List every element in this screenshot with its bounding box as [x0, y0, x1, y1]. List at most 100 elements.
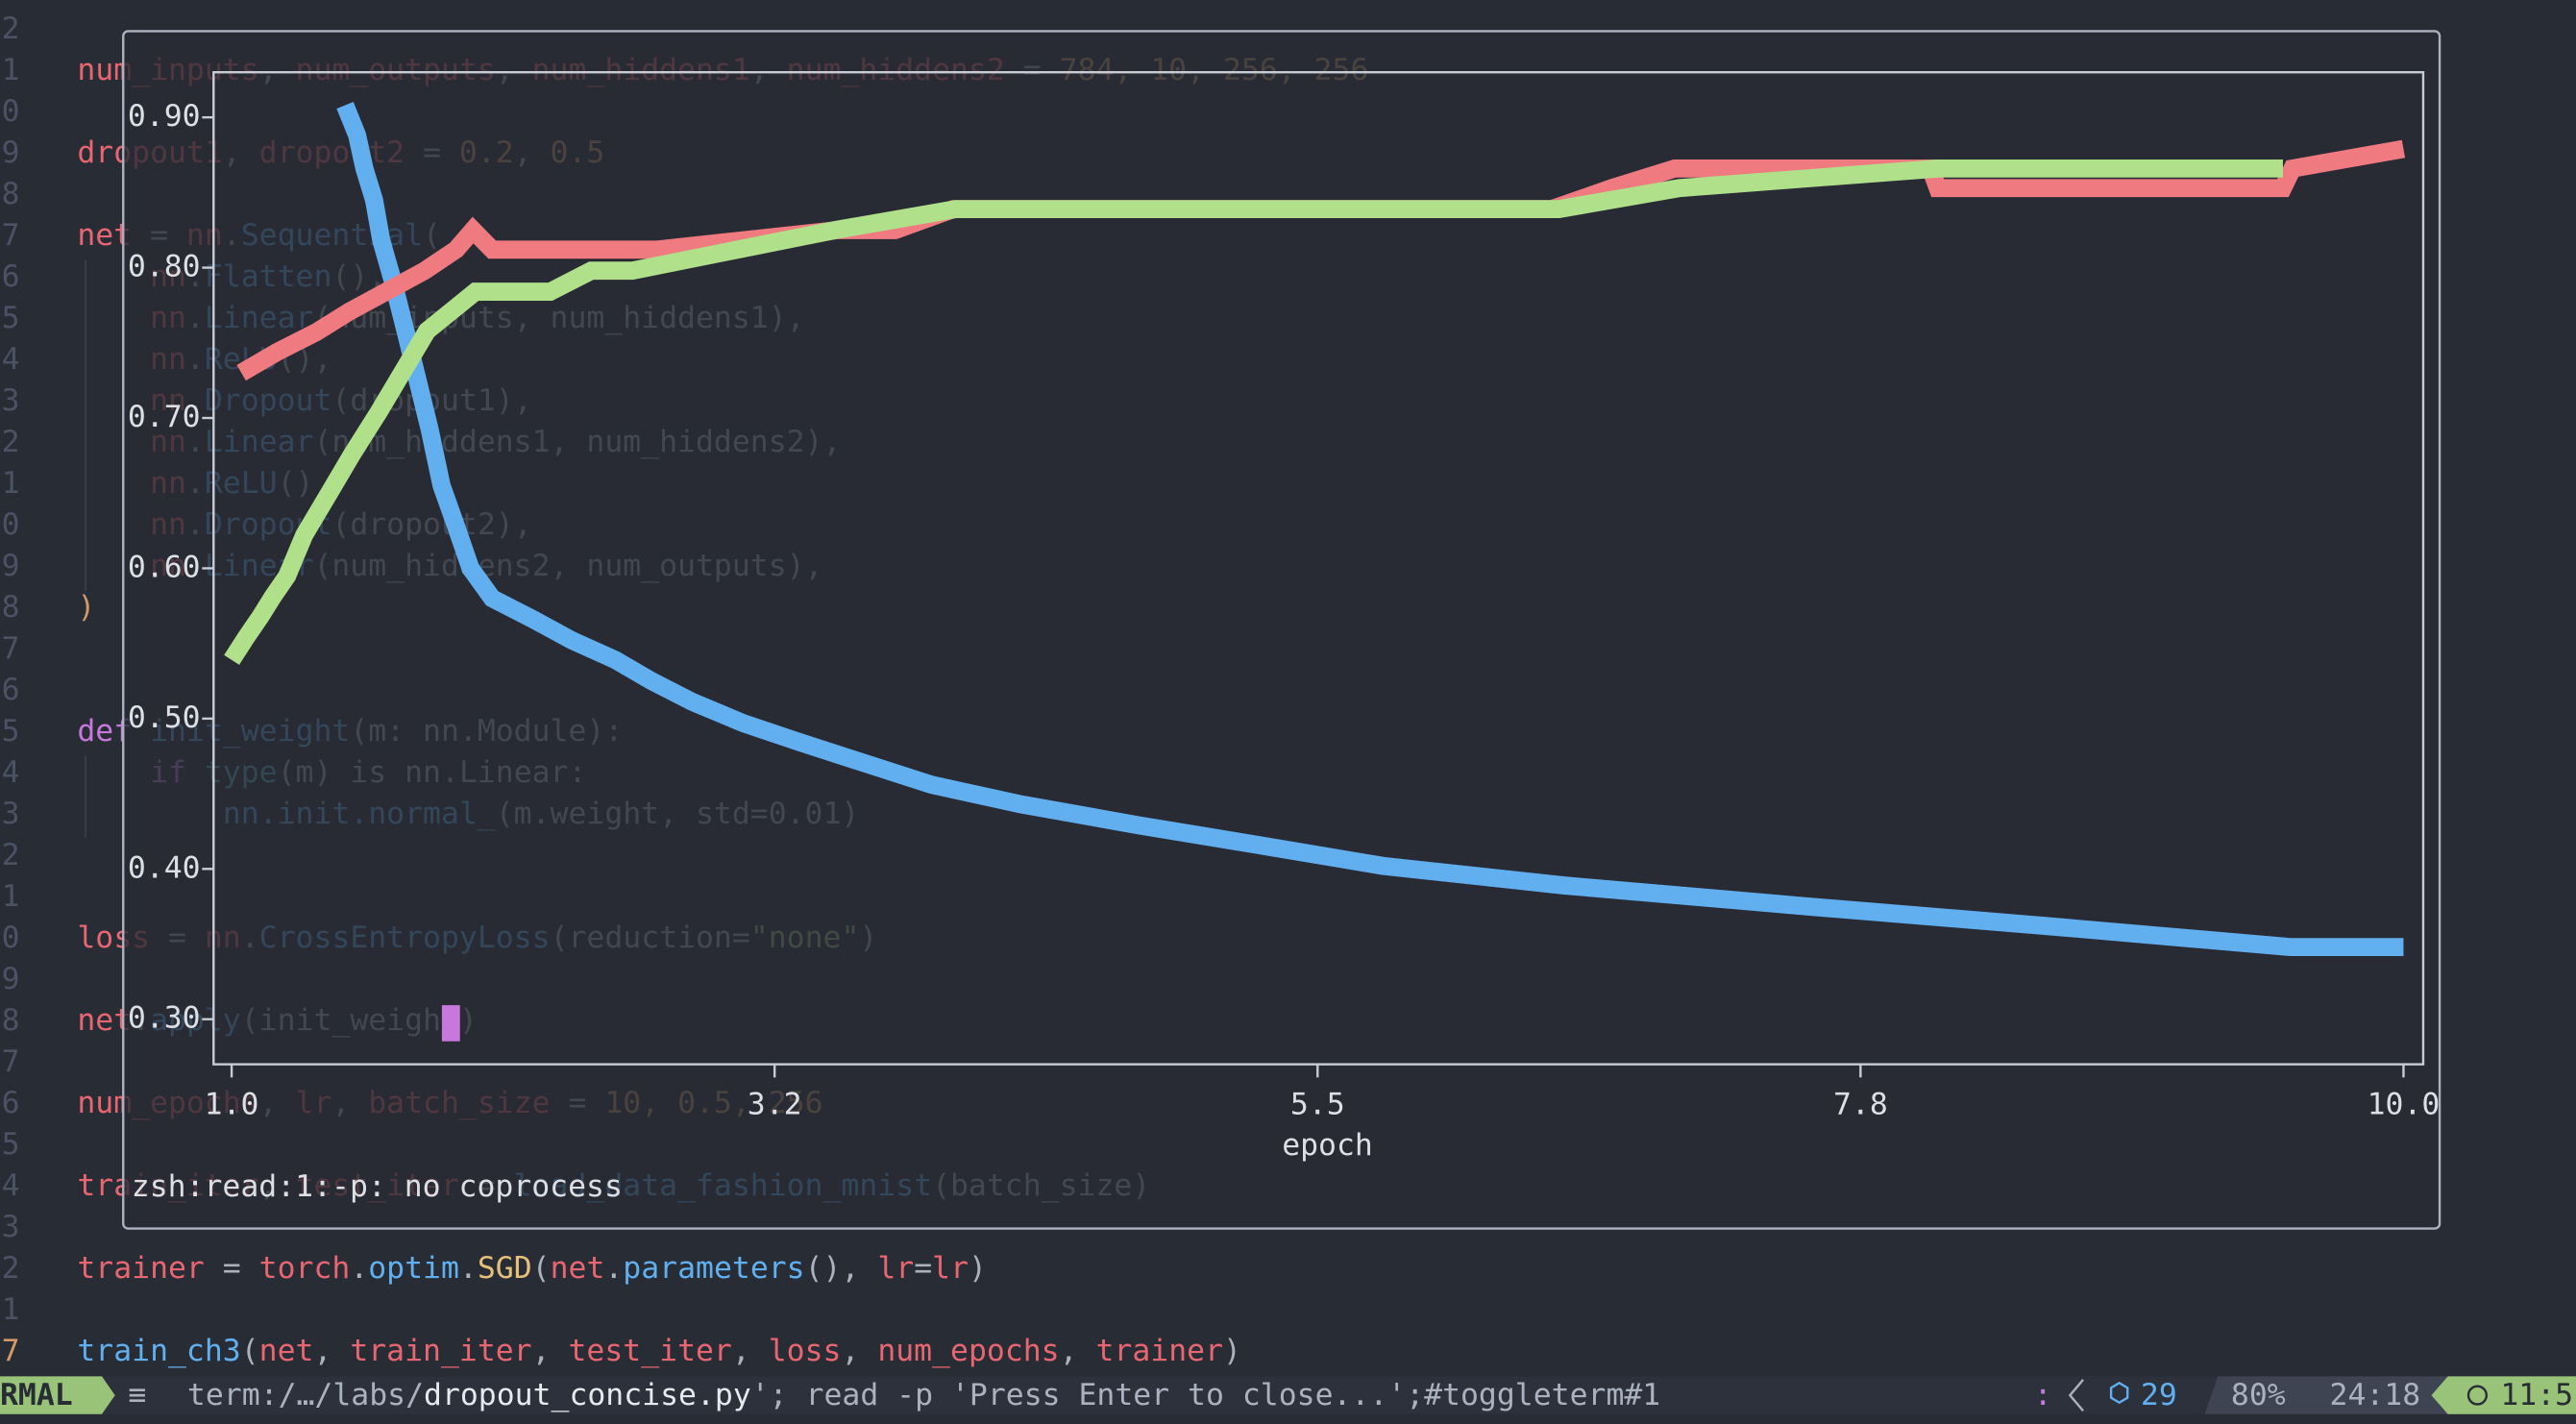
x-tick-label: 5.5 [1290, 1087, 1345, 1121]
line-number: 6 [2, 259, 20, 294]
code-token: , [532, 1334, 569, 1368]
code-token: , [313, 1334, 350, 1368]
percent: 80% [2231, 1378, 2286, 1412]
line-number: 4 [2, 342, 20, 377]
time: 11:5 [2500, 1378, 2573, 1412]
y-tick-label: 0.90 [128, 99, 201, 134]
file-name: term:/…/labs/dropout_concise.py'; read -… [187, 1378, 1660, 1412]
line-number: 7 [2, 218, 20, 253]
line-number: 2 [2, 425, 20, 459]
code-token: ( [241, 1334, 259, 1368]
code-token: , [732, 1334, 769, 1368]
x-tick-label: 3.2 [748, 1087, 802, 1121]
file-rest: '; read -p 'Press Enter to close...';#to… [751, 1378, 1660, 1412]
code-token: net [259, 1334, 314, 1368]
position: 24:18 [2330, 1378, 2421, 1412]
line-number: 0 [2, 94, 20, 129]
x-tick-label: 1.0 [205, 1087, 259, 1121]
line-number: 5 [2, 301, 20, 335]
line-number: 9 [2, 135, 20, 170]
line-number: 0 [2, 921, 20, 955]
terminal-message: zsh:read:1:-p: no coprocess [132, 1169, 623, 1204]
y-tick-label: 0.70 [128, 400, 201, 434]
status-colon: : [2034, 1378, 2052, 1412]
line-number: 1 [2, 466, 20, 501]
status-bar [0, 1376, 2576, 1414]
y-tick-label: 0.30 [128, 1001, 201, 1036]
line-number: 1 [2, 53, 20, 87]
position-segment [2204, 1376, 2448, 1414]
code-line: ) [77, 590, 95, 625]
code-token: loss [769, 1334, 842, 1368]
code-token: trainer [1095, 1334, 1223, 1368]
line-number: 4 [2, 1168, 20, 1203]
code-token: (), [805, 1251, 878, 1286]
code-token: . [604, 1251, 623, 1286]
lsp-icon [2109, 1381, 2129, 1405]
file-path: term:/…/labs/ [187, 1378, 424, 1412]
line-number: 7 [2, 1334, 20, 1368]
code-token: torch [259, 1251, 351, 1286]
code-token: . [459, 1251, 478, 1286]
y-tick-label: 0.80 [128, 250, 201, 284]
code-token: parameters [623, 1251, 804, 1286]
x-axis-label: epoch [1282, 1128, 1373, 1163]
y-tick-label: 0.50 [128, 700, 201, 735]
code-token: test_iter [568, 1334, 731, 1368]
line-number: 2 [2, 1251, 20, 1286]
code-token: SGD [478, 1251, 532, 1286]
code-token: lr [932, 1251, 969, 1286]
code-token: , [1060, 1334, 1096, 1368]
code-token: train_iter [350, 1334, 531, 1368]
code-token: lr [877, 1251, 914, 1286]
code-token: num_epochs [877, 1334, 1059, 1368]
line-number: 5 [2, 714, 20, 749]
mode-badge [0, 1376, 115, 1414]
line-number: 0 [2, 507, 20, 542]
data-line [336, 102, 2404, 957]
line-number: 8 [2, 1003, 20, 1038]
line-number: 1 [2, 1292, 20, 1327]
cursor [441, 1005, 460, 1042]
code-token: . [350, 1251, 368, 1286]
code-token: net [551, 1251, 605, 1286]
diagnostic-count: 29 [2141, 1378, 2177, 1412]
clock-icon [2466, 1385, 2489, 1406]
line-number: 7 [2, 631, 20, 666]
line-number: 3 [2, 797, 20, 831]
code-token: ) [1223, 1334, 1241, 1368]
file-base: dropout_concise.py [424, 1378, 751, 1412]
y-tick-label: 0.60 [128, 550, 201, 584]
line-number: 5 [2, 1127, 20, 1162]
line-number: 9 [2, 549, 20, 583]
line-number: 9 [2, 962, 20, 996]
line-number: 8 [2, 177, 20, 211]
code-token: = [205, 1251, 259, 1286]
separator [2068, 1379, 2084, 1412]
x-tick-label: 7.8 [1833, 1087, 1888, 1121]
file-icon: ≡ [128, 1378, 146, 1412]
line-number: 3 [2, 1210, 20, 1244]
line-number: 3 [2, 383, 20, 418]
plot: 0.30 0.40 0.50 0.60 0.70 0.80 0.90 1.0 3.2 5.5 7.8… [128, 99, 2440, 1121]
line-number: 2 [2, 12, 20, 46]
code-token: train_ch3 [77, 1334, 240, 1368]
code-token: trainer [77, 1251, 205, 1286]
line-number: 2 [2, 838, 20, 872]
line-number: 1 [2, 879, 20, 914]
code-token: ) [969, 1251, 987, 1286]
code-token: optim [368, 1251, 459, 1286]
line-number: 7 [2, 1044, 20, 1079]
floating-terminal [122, 30, 2441, 1230]
code-token: = [914, 1251, 932, 1286]
x-tick-label: 10.0 [2367, 1087, 2441, 1121]
code-line: train_ch3(net, train_iter, test_iter, lo… [77, 1334, 1241, 1368]
code-token: ( [532, 1251, 551, 1286]
data-line [224, 159, 2283, 665]
code-token: , [841, 1334, 877, 1368]
line-number: 6 [2, 673, 20, 707]
code-line: trainer = torch.optim.SGD(net.parameters… [77, 1251, 987, 1286]
line-number: 8 [2, 590, 20, 625]
